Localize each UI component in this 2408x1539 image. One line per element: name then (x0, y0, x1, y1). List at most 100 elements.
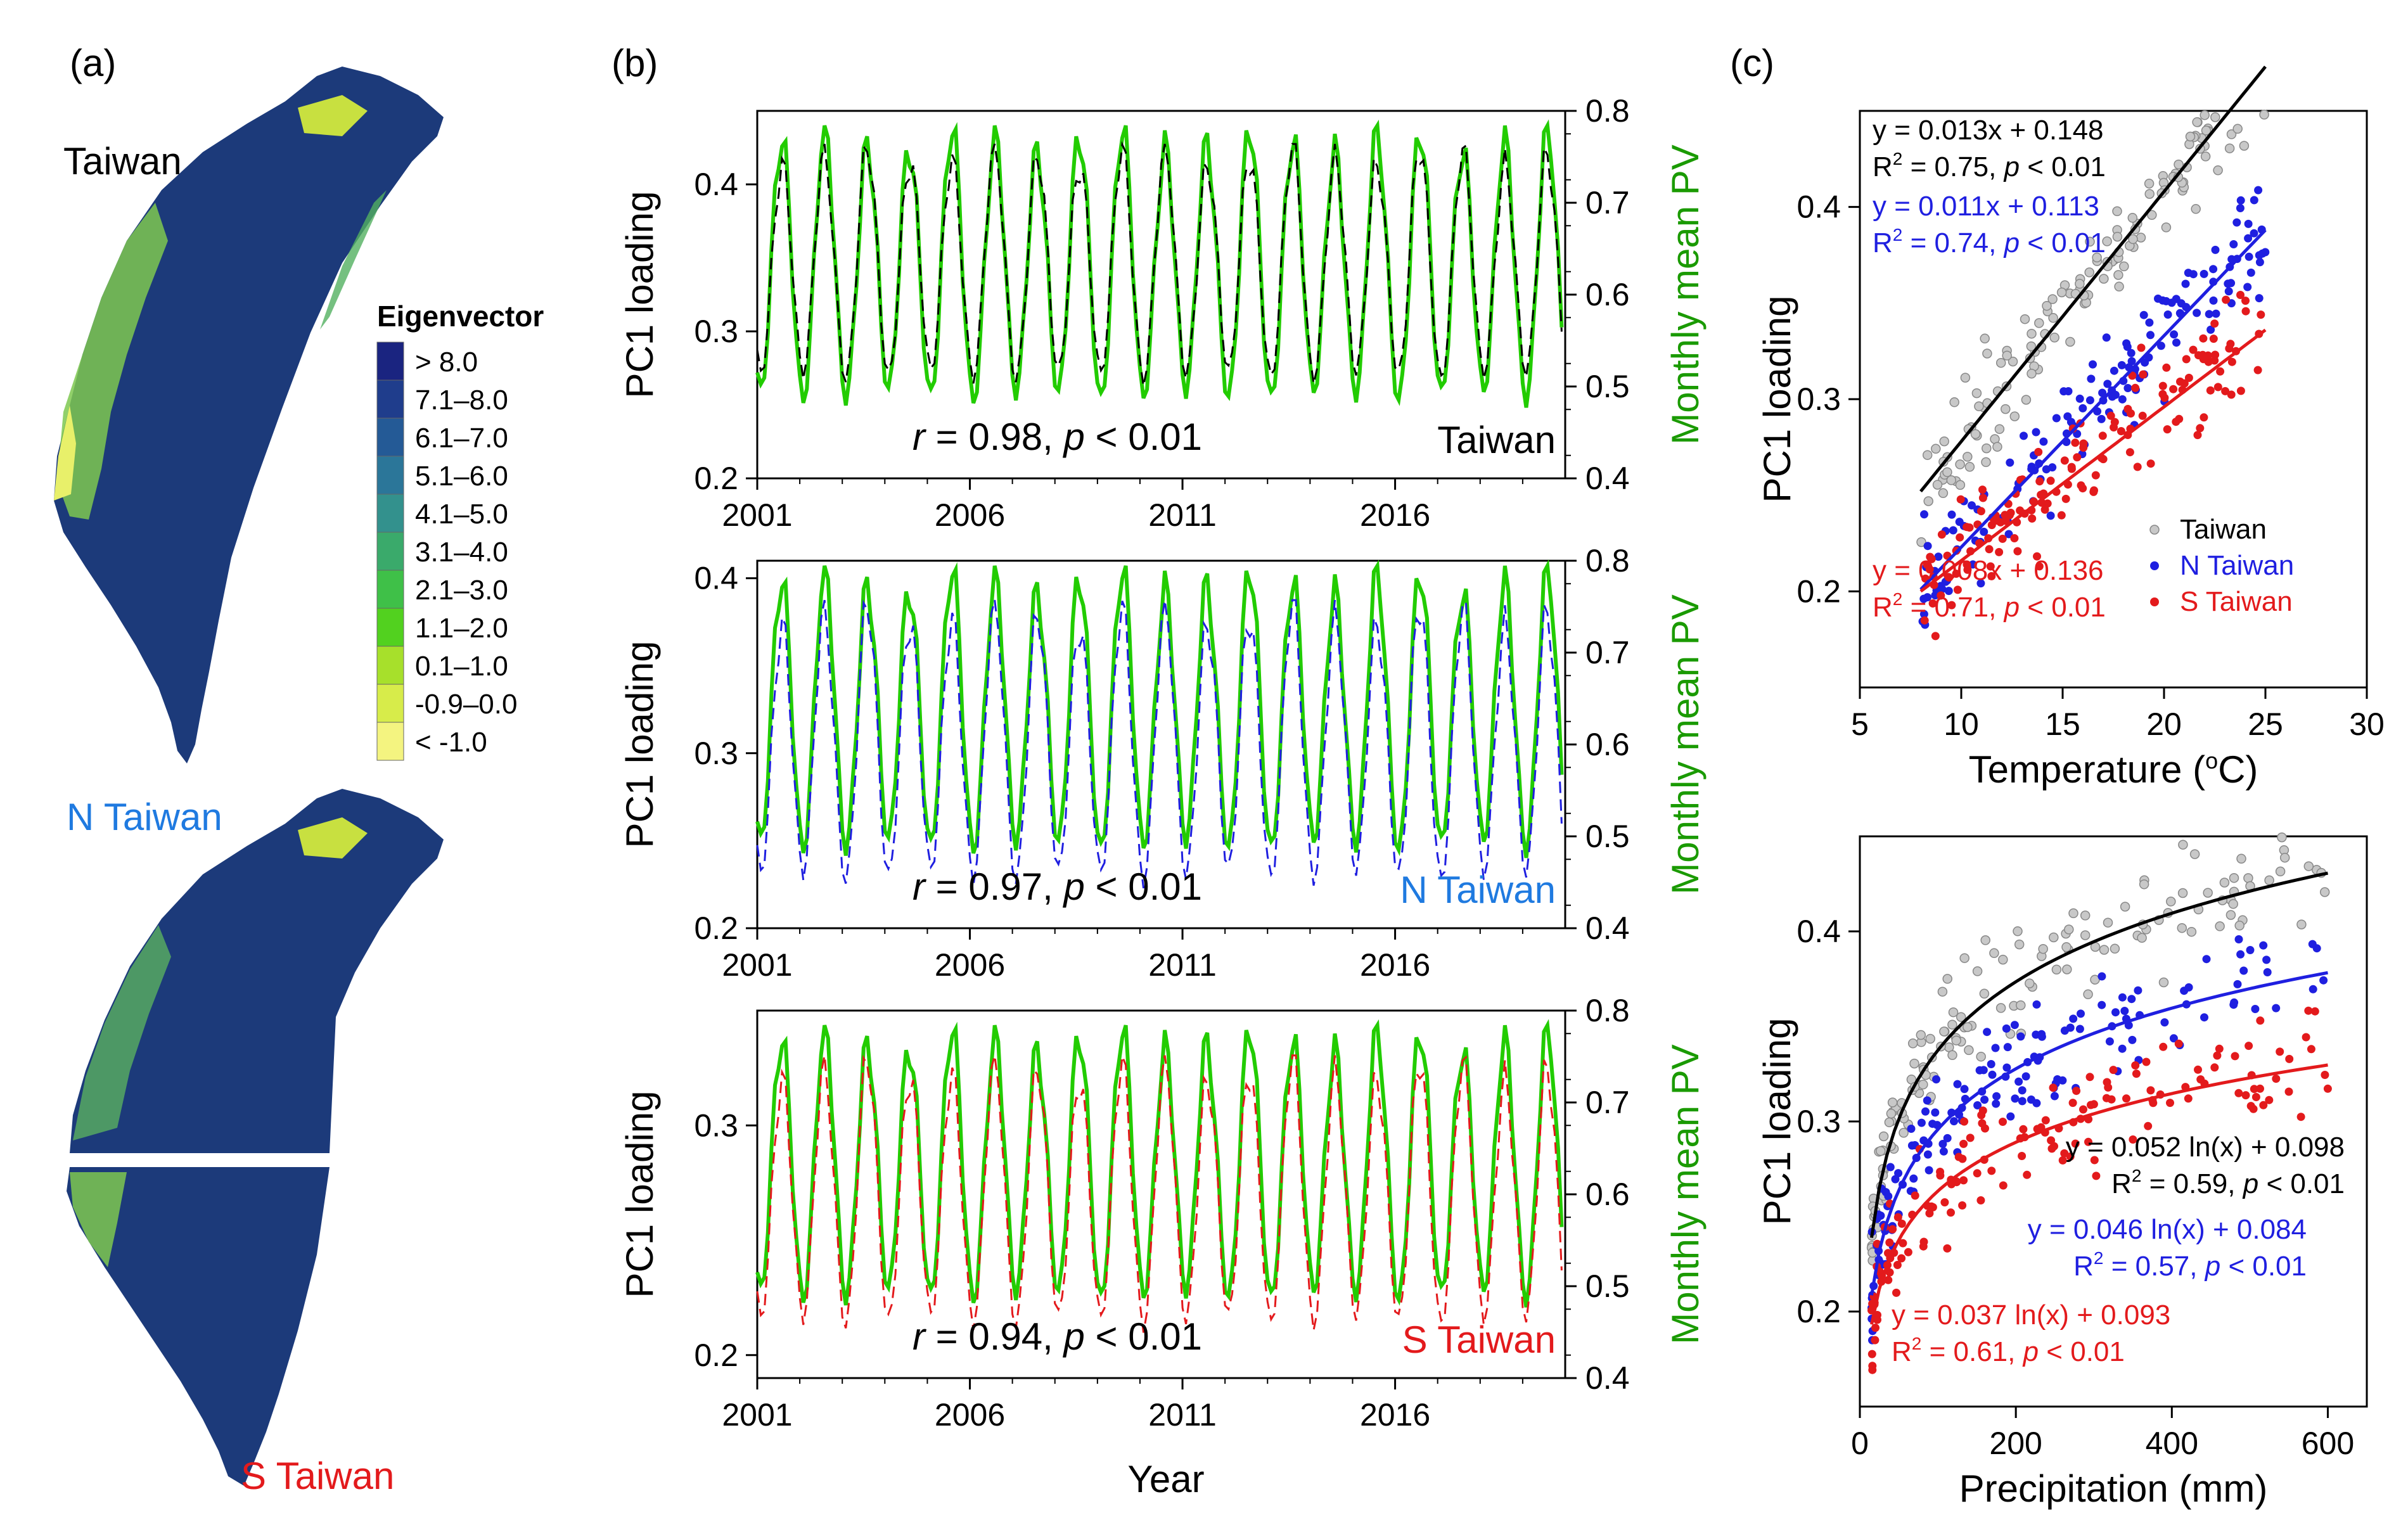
data-point-s-taiwan (1998, 534, 2007, 543)
legend-label: 4.1–5.0 (415, 499, 508, 530)
data-point-n-taiwan (1992, 1092, 2001, 1101)
data-point-taiwan (2144, 179, 2155, 189)
data-point-s-taiwan (2107, 1095, 2116, 1104)
data-point-taiwan (2224, 143, 2235, 153)
data-point-s-taiwan (2013, 547, 2022, 556)
data-point-n-taiwan (2169, 1034, 2178, 1043)
data-point-s-taiwan (2079, 1105, 2087, 1114)
data-point-taiwan (2139, 879, 2149, 890)
data-point-s-taiwan (2041, 1116, 2050, 1125)
series-monthly-mean-pv (755, 559, 1564, 859)
data-point-n-taiwan (1923, 542, 1932, 551)
data-point-s-taiwan (2035, 562, 2044, 571)
data-point-taiwan (1989, 948, 1999, 959)
y-tick-label: 0.3 (1796, 381, 1841, 417)
data-point-taiwan (2200, 151, 2211, 162)
legend-swatch (376, 570, 404, 609)
legend-entry: Taiwan (2180, 514, 2267, 545)
panel-b-xlabel: Year (1127, 1458, 1204, 1500)
data-point-s-taiwan (1885, 1268, 1894, 1277)
data-point-n-taiwan (2244, 234, 2253, 243)
data-point-s-taiwan (2090, 486, 2098, 495)
data-point-s-taiwan (2210, 1063, 2219, 1072)
r2-annotation-2: R2 = 0.71, p < 0.01 (1873, 589, 2106, 623)
data-point-s-taiwan (2211, 350, 2220, 359)
data-point-s-taiwan (2001, 516, 2010, 525)
data-point-s-taiwan (2117, 427, 2125, 435)
data-point-n-taiwan (2250, 229, 2258, 238)
data-point-taiwan (1976, 1051, 1986, 1062)
data-point-taiwan (1982, 443, 1992, 454)
data-point-n-taiwan (2123, 342, 2132, 351)
data-point-taiwan (2051, 964, 2062, 975)
data-point-n-taiwan (2058, 1076, 2067, 1085)
data-point-n-taiwan (2232, 218, 2241, 227)
data-point-taiwan (2219, 878, 2230, 888)
map-s-taiwan-outline (67, 1167, 330, 1486)
data-point-taiwan (2147, 210, 2157, 220)
data-point-s-taiwan (1892, 1288, 1900, 1297)
data-point-n-taiwan (2020, 431, 2028, 440)
data-point-n-taiwan (2085, 396, 2094, 405)
data-point-taiwan (1959, 953, 1969, 963)
data-point-n-taiwan (2167, 298, 2176, 307)
data-point-s-taiwan (2253, 366, 2262, 374)
series-monthly-mean-pv (755, 1019, 1564, 1308)
data-point-s-taiwan (2213, 1051, 2222, 1060)
legend-swatch (376, 684, 404, 723)
legend-label: 7.1–8.0 (415, 385, 508, 416)
data-point-n-taiwan (1932, 1075, 1940, 1083)
data-point-s-taiwan (2215, 1044, 2224, 1053)
scatter-1: 0 200 400 600 0.2 0.3 0.4 PC1 loading Precipitat… (1756, 832, 2368, 1510)
legend-entry: S Taiwan (2180, 586, 2293, 617)
legend-label: > 8.0 (415, 347, 478, 378)
data-point-n-taiwan (2006, 458, 2014, 467)
data-point-n-taiwan (2134, 986, 2142, 995)
data-point-taiwan (1916, 1030, 1926, 1040)
data-point-s-taiwan (2256, 1016, 2265, 1025)
data-point-n-taiwan (1973, 1101, 1982, 1109)
data-point-taiwan (2128, 234, 2138, 245)
data-point-s-taiwan (1884, 1275, 1893, 1284)
data-point-taiwan (1963, 452, 1973, 462)
x-tick-label: 15 (2045, 706, 2080, 742)
legend-swatch (376, 494, 404, 533)
data-point-n-taiwan (2002, 1024, 2011, 1033)
y2-tick-label: 0.8 (1585, 543, 1630, 578)
data-point-taiwan (2002, 350, 2012, 361)
data-point-n-taiwan (2032, 1099, 2041, 1108)
data-point-taiwan (1884, 1117, 1895, 1128)
data-point-s-taiwan (1943, 1244, 1952, 1253)
data-point-n-taiwan (2098, 388, 2107, 397)
r2-annotation-1: R2 = 0.74, p < 0.01 (1873, 225, 2106, 259)
legend-title: Eigenvector (377, 300, 544, 333)
data-point-s-taiwan (2321, 1071, 2329, 1079)
data-point-n-taiwan (1944, 587, 1953, 596)
y2-axis-label: Monthly mean PV (1664, 1044, 1707, 1344)
data-point-s-taiwan (2006, 508, 2015, 517)
y-axis-label: PC1 loading (1756, 296, 1798, 503)
data-point-s-taiwan (2034, 447, 2043, 456)
data-point-taiwan (1951, 1035, 1961, 1045)
data-point-taiwan (2102, 236, 2112, 246)
data-point-s-taiwan (2276, 1047, 2284, 1056)
data-point-n-taiwan (1947, 510, 1956, 519)
x-axis-label: Precipitation (mm) (1959, 1467, 2268, 1510)
data-point-s-taiwan (2138, 411, 2147, 420)
data-point-n-taiwan (2127, 348, 2136, 357)
data-point-s-taiwan (2023, 1170, 2032, 1179)
data-point-n-taiwan (2011, 1094, 2020, 1103)
data-point-s-taiwan (2072, 1087, 2081, 1095)
data-point-n-taiwan (2118, 395, 2127, 404)
x-tick-label: 2011 (1148, 497, 1217, 533)
data-point-s-taiwan (2079, 444, 2088, 452)
data-point-taiwan (2136, 233, 2146, 243)
data-point-taiwan (1998, 954, 2008, 965)
data-point-taiwan (1972, 966, 1983, 976)
data-point-s-taiwan (2284, 1087, 2293, 1096)
data-point-taiwan (2236, 853, 2246, 864)
data-point-s-taiwan (2174, 1039, 2183, 1048)
data-point-s-taiwan (1897, 1219, 1906, 1228)
data-point-taiwan (2201, 125, 2212, 136)
data-point-n-taiwan (2077, 1009, 2085, 1018)
